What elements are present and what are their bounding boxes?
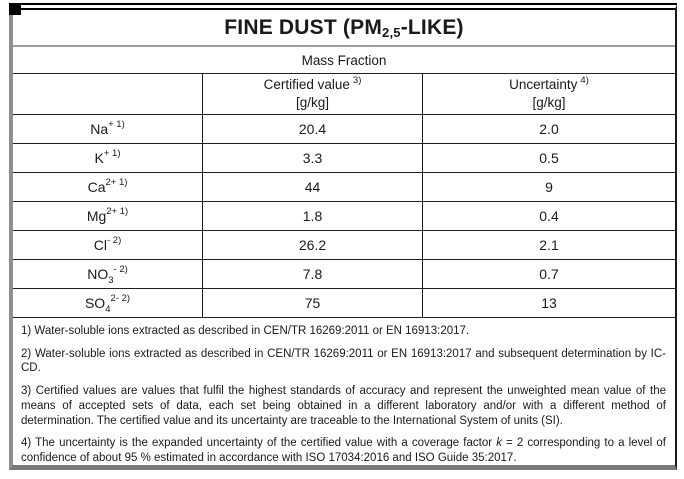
title-suffix: -LIKE) <box>400 15 464 39</box>
uncertainty-value-cell: 2.0 <box>423 115 675 143</box>
uncertainty-value: 13 <box>541 295 557 311</box>
uncertainty-value: 2.1 <box>539 237 559 253</box>
certified-value-cell: 44 <box>203 173 423 201</box>
header-certified-cell: Certified value 3) [g/kg] <box>203 74 423 114</box>
footnote-2: 2) Water-soluble ions extracted as descr… <box>21 347 666 375</box>
certified-note-ref: 3) <box>352 74 362 86</box>
ion-label: Cl- 2) <box>93 235 122 253</box>
ion-label-cell: Ca2+ 1) <box>13 173 203 201</box>
table-row-so4: SO42- 2) 75 13 <box>13 289 675 318</box>
certified-value-cell: 75 <box>203 289 423 317</box>
ion-label-cell: Cl- 2) <box>13 231 203 259</box>
uncertainty-value-cell: 2.1 <box>423 231 675 259</box>
certified-value-cell: 3.3 <box>203 144 423 172</box>
uncertainty-value-cell: 0.7 <box>423 260 675 288</box>
table-row-cl: Cl- 2) 26.2 2.1 <box>13 231 675 260</box>
certified-value: 44 <box>304 179 321 195</box>
certified-header-line: Certified value 3) <box>264 76 362 94</box>
ion-label-cell: NO3- 2) <box>13 260 203 288</box>
certified-value: 3.3 <box>302 150 323 166</box>
certified-value: 20.4 <box>298 121 327 137</box>
table-title-row: FINE DUST (PM2,5-LIKE) <box>13 10 675 47</box>
mass-fraction-label: Mass Fraction <box>301 52 387 68</box>
certified-value: 7.8 <box>302 266 323 282</box>
uncertainty-header-label: Uncertainty <box>509 77 578 93</box>
certified-value-cell: 26.2 <box>203 231 423 259</box>
footnotes-section: 1) Water-soluble ions extracted as descr… <box>13 318 675 465</box>
certified-value-cell: 20.4 <box>203 115 423 143</box>
ion-label: Mg2+ 1) <box>86 206 129 224</box>
table-row-ca: Ca2+ 1) 44 9 <box>13 173 675 202</box>
uncertainty-value-cell: 0.5 <box>423 144 675 172</box>
certified-value: 1.8 <box>302 208 323 224</box>
uncertainty-header-line: Uncertainty 4) <box>509 76 589 94</box>
title-prefix: FINE DUST (PM <box>224 15 383 39</box>
uncertainty-value: 0.4 <box>539 208 559 224</box>
ion-label: Na+ 1) <box>90 119 125 137</box>
page-title: FINE DUST (PM2,5-LIKE) <box>224 16 463 40</box>
table-row-k: K+ 1) 3.3 0.5 <box>13 144 675 173</box>
certified-value-cell: 1.8 <box>203 202 423 230</box>
certificate-table: FINE DUST (PM2,5-LIKE) Mass Fraction Cer… <box>9 3 677 470</box>
uncertainty-note-ref: 4) <box>580 74 589 86</box>
uncertainty-value: 9 <box>545 179 553 195</box>
ion-label-cell: K+ 1) <box>13 144 203 172</box>
table-row-na: Na+ 1) 20.4 2.0 <box>13 115 675 144</box>
certified-unit-label: [g/kg] <box>295 95 330 110</box>
title-subscript: 2,5 <box>382 24 401 40</box>
ion-label-cell: SO42- 2) <box>13 289 203 317</box>
ion-label: NO3- 2) <box>87 264 128 286</box>
certified-value-cell: 7.8 <box>203 260 423 288</box>
header-analyte-cell <box>13 74 203 114</box>
ion-label-cell: Mg2+ 1) <box>13 202 203 230</box>
ion-label-cell: Na+ 1) <box>13 115 203 143</box>
column-header-row: Certified value 3) [g/kg] Uncertainty 4) [… <box>13 74 675 115</box>
ion-label: Ca2+ 1) <box>87 177 128 195</box>
footnote-1: 1) Water-soluble ions extracted as descr… <box>21 325 470 337</box>
table-corner-mark <box>9 3 21 15</box>
uncertainty-value: 0.5 <box>539 150 559 166</box>
footnote-3: 3) Certified values are values that fulf… <box>21 385 666 427</box>
ion-label: SO42- 2) <box>84 293 131 315</box>
mass-fraction-row: Mass Fraction <box>13 47 675 74</box>
certified-header-label: Certified value <box>263 77 350 93</box>
uncertainty-value: 0.7 <box>539 266 559 282</box>
footnote-4: 4) The uncertainty is the expanded uncer… <box>21 437 666 465</box>
certified-value: 26.2 <box>298 237 327 253</box>
table-row-no3: NO3- 2) 7.8 0.7 <box>13 260 675 289</box>
uncertainty-value-cell: 13 <box>423 289 675 317</box>
uncertainty-unit-label: [g/kg] <box>532 95 566 110</box>
certified-value: 75 <box>304 295 321 311</box>
uncertainty-value-cell: 9 <box>423 173 675 201</box>
header-uncertainty-cell: Uncertainty 4) [g/kg] <box>423 74 675 114</box>
uncertainty-value-cell: 0.4 <box>423 202 675 230</box>
table-row-mg: Mg2+ 1) 1.8 0.4 <box>13 202 675 231</box>
ion-label: K+ 1) <box>94 148 121 166</box>
uncertainty-value: 2.0 <box>539 121 559 137</box>
